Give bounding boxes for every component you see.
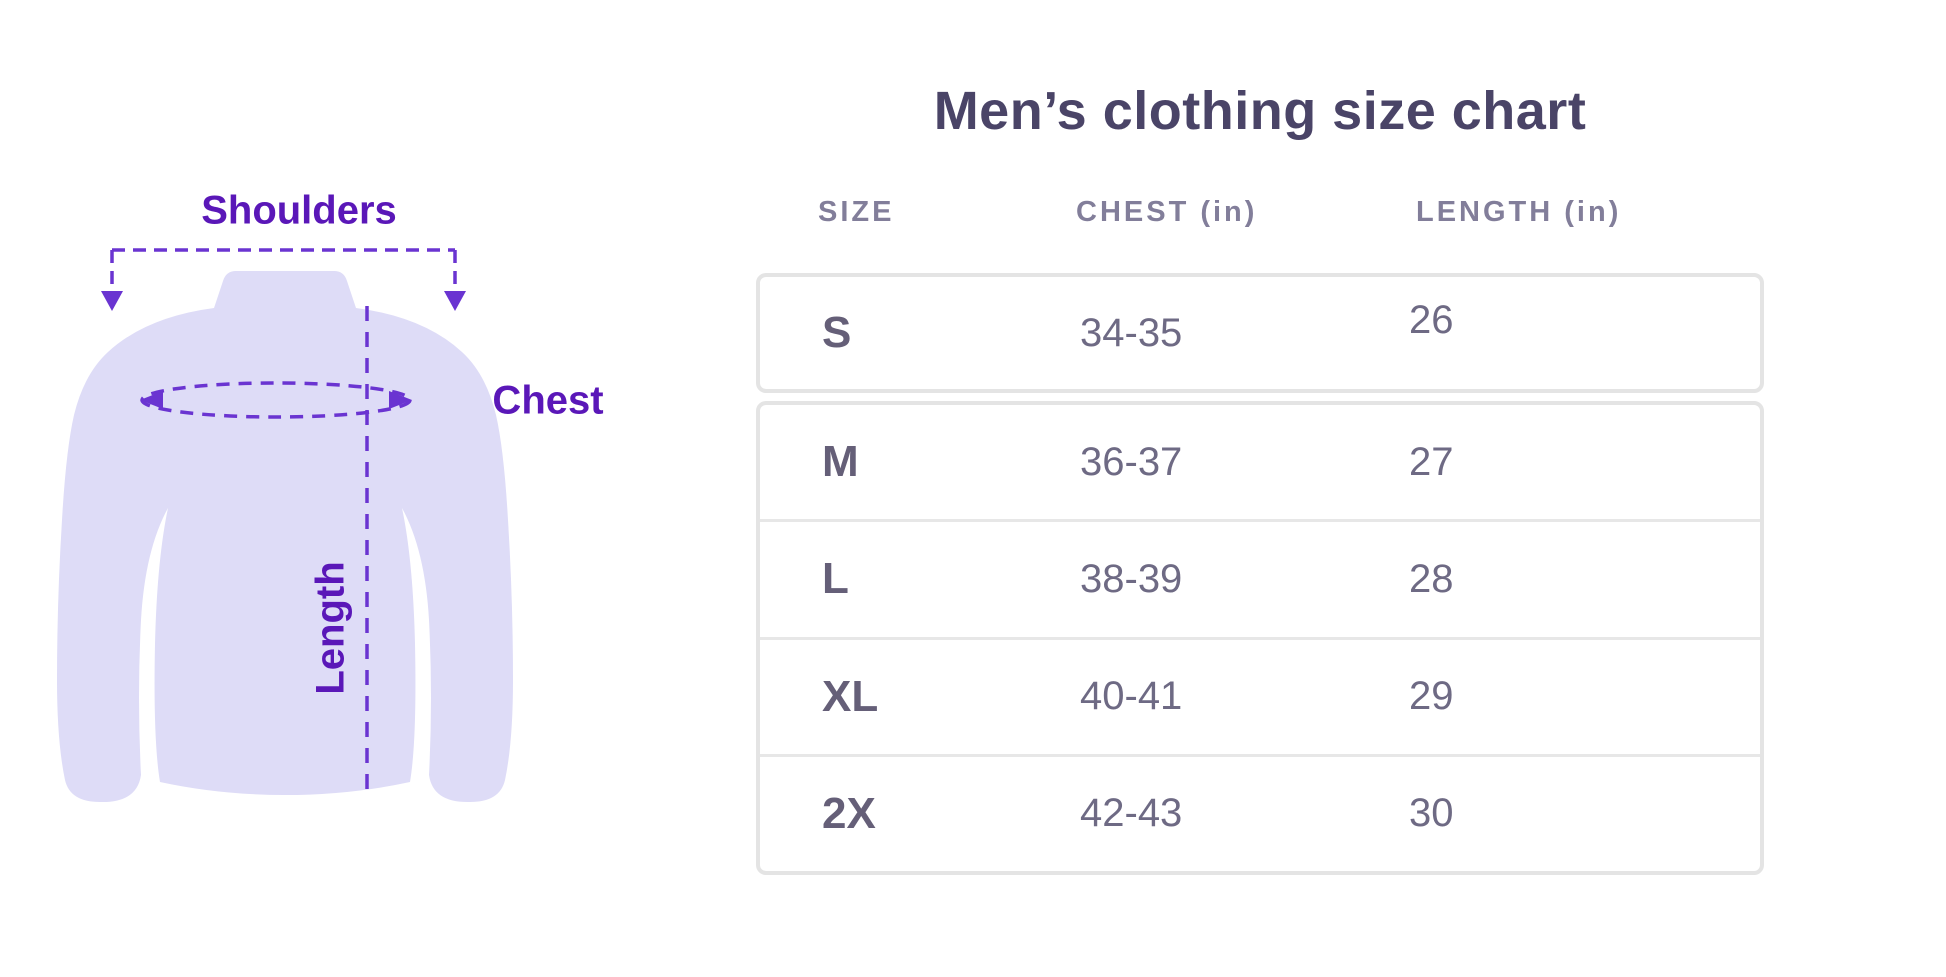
size-cell: L	[822, 554, 849, 604]
size-table-row-group-m-2x: M 36-37 27 L 38-39 28 XL 40-41 29 2X 42-…	[756, 401, 1764, 875]
shoulders-arrowhead-right	[444, 291, 466, 311]
size-table-row-group-s: S 34-35 26	[756, 273, 1764, 393]
shirt-silhouette	[57, 271, 513, 803]
table-row: L 38-39 28	[760, 519, 1760, 636]
shirt-measurement-diagram: Shoulders Chest Length	[0, 0, 680, 920]
column-header-length: LENGTH (in)	[1416, 196, 1622, 228]
length-cell: 30	[1409, 791, 1454, 836]
chest-cell: 40-41	[1080, 674, 1183, 719]
chest-cell: 42-43	[1080, 791, 1183, 836]
chest-cell: 38-39	[1080, 556, 1183, 601]
table-row: XL 40-41 29	[760, 636, 1760, 754]
length-label: Length	[308, 561, 353, 695]
size-cell: 2X	[822, 788, 876, 838]
size-cell: S	[822, 308, 852, 357]
size-cell: M	[822, 437, 859, 487]
length-cell: 28	[1409, 556, 1454, 601]
length-cell: 26	[1409, 297, 1454, 342]
chest-arrowhead-right	[389, 391, 412, 409]
table-row: M 36-37 27	[760, 405, 1760, 519]
shoulders-arrowhead-left	[101, 291, 123, 311]
length-cell: 27	[1409, 439, 1454, 484]
chest-label: Chest	[492, 378, 604, 423]
length-cell: 29	[1409, 674, 1454, 719]
shoulders-label: Shoulders	[201, 188, 397, 233]
chest-arrowhead-left	[140, 391, 163, 409]
shirt-diagram-graphic	[57, 248, 513, 803]
chest-cell: 34-35	[1080, 310, 1183, 355]
shoulders-measure-arrow	[110, 248, 457, 292]
size-cell: XL	[822, 671, 879, 721]
column-header-size: SIZE	[818, 196, 895, 228]
table-row: S 34-35 26	[760, 277, 1760, 389]
page-title: Men’s clothing size chart	[933, 81, 1587, 141]
column-header-chest: CHEST (in)	[1076, 196, 1258, 228]
chest-cell: 36-37	[1080, 439, 1183, 484]
table-row: 2X 42-43 30	[760, 753, 1760, 871]
